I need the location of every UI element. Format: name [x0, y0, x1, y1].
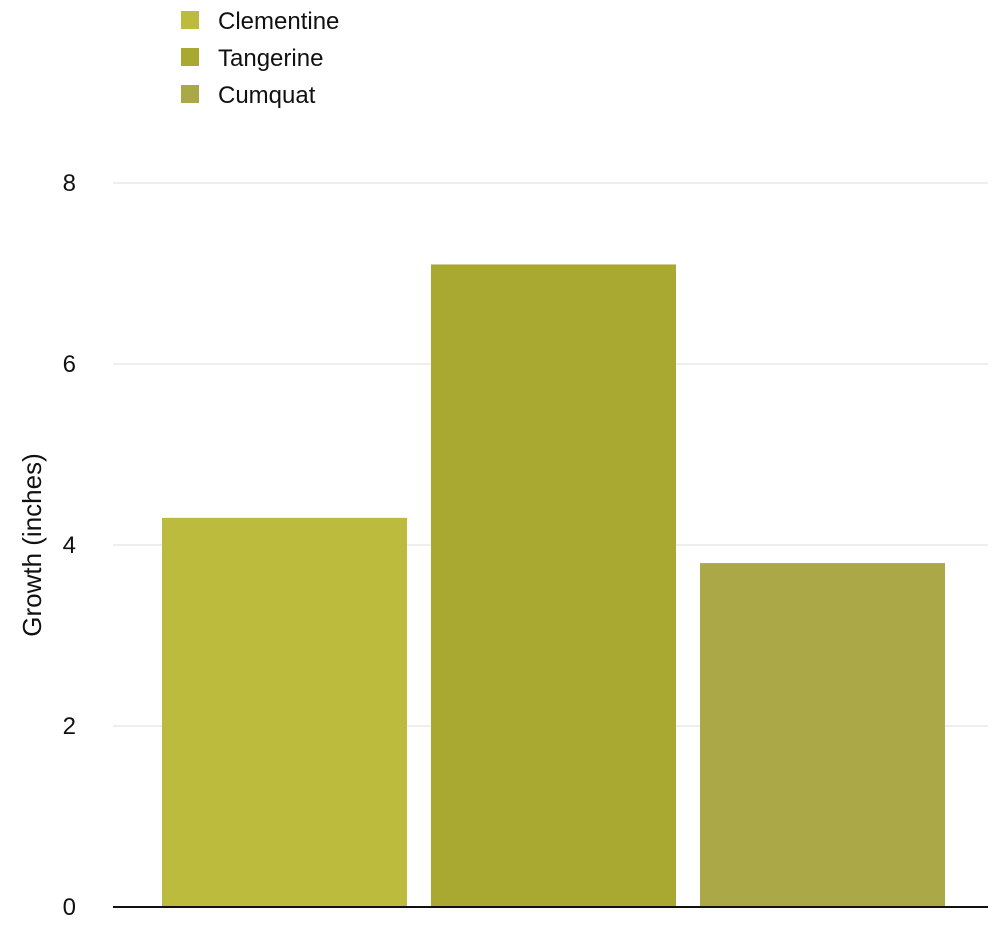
bars — [162, 264, 945, 907]
y-axis-ticks: 0 2 4 6 8 — [63, 170, 76, 921]
legend: Clementine Tangerine Cumquat — [181, 8, 339, 109]
y-tick-label-4: 4 — [63, 532, 76, 559]
y-tick-label-8: 8 — [63, 170, 76, 197]
y-tick-label-2: 2 — [63, 713, 76, 740]
legend-swatch-clementine — [181, 11, 199, 29]
legend-label-clementine: Clementine — [218, 8, 339, 35]
y-tick-label-6: 6 — [63, 351, 76, 378]
y-tick-label-0: 0 — [63, 894, 76, 921]
legend-label-tangerine: Tangerine — [218, 45, 323, 72]
bar-tangerine — [431, 264, 676, 907]
y-axis-title: Growth (inches) — [17, 453, 47, 637]
legend-label-cumquat: Cumquat — [218, 82, 316, 109]
legend-swatch-tangerine — [181, 48, 199, 66]
bar-clementine — [162, 517, 407, 907]
legend-swatch-cumquat — [181, 85, 199, 103]
bar-cumquat — [700, 563, 945, 907]
